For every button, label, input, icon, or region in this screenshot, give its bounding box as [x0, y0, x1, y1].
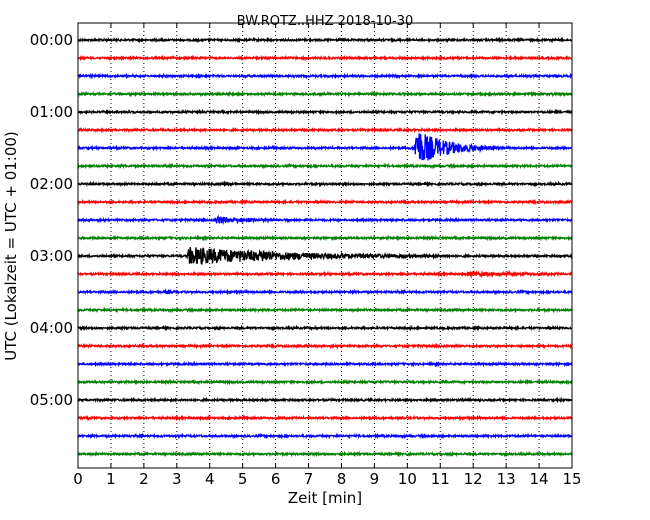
x-tick-label: 13 [497, 470, 516, 488]
seismic-trace [77, 269, 573, 279]
seismic-trace [77, 378, 573, 386]
seismic-trace [77, 234, 573, 242]
seismic-trace [77, 198, 573, 206]
x-tick-label: 0 [73, 470, 83, 488]
x-tick-label: 7 [304, 470, 314, 488]
seismic-trace [77, 342, 573, 350]
x-tick-label: 8 [337, 470, 347, 488]
x-tick-label: 12 [464, 470, 483, 488]
y-tick-label: 04:00 [30, 319, 73, 337]
x-tick-label: 2 [139, 470, 149, 488]
seismic-trace [77, 450, 573, 458]
x-tick-label: 1 [106, 470, 116, 488]
y-tick-label: 02:00 [30, 175, 73, 193]
x-tick-label: 10 [398, 470, 417, 488]
x-tick-label: 11 [431, 470, 450, 488]
seismic-trace [77, 90, 573, 98]
seismic-trace [77, 214, 573, 226]
trace-group [77, 36, 573, 458]
x-tick-label: 15 [562, 470, 581, 488]
x-tick-label: 5 [238, 470, 248, 488]
seismic-trace [77, 36, 573, 44]
seismic-trace [77, 414, 573, 422]
seismic-trace [77, 54, 573, 62]
seismic-trace [77, 324, 573, 332]
seismic-trace [77, 108, 573, 116]
y-tick-label: 03:00 [30, 247, 73, 265]
x-tick-label: 6 [271, 470, 281, 488]
seismic-trace [77, 126, 573, 134]
seismic-trace [77, 133, 573, 161]
chart-title: BW.ROTZ..HHZ 2018-10-30 [237, 14, 413, 29]
seismic-trace [77, 360, 573, 368]
seismic-trace [77, 180, 573, 188]
seismic-trace [77, 432, 573, 440]
y-tick-label: 00:00 [30, 31, 73, 49]
seismic-trace [77, 162, 573, 170]
seismic-trace [77, 246, 573, 265]
x-tick-label: 3 [172, 470, 182, 488]
x-tick-label: 9 [370, 470, 380, 488]
y-axis-label: UTC (Lokalzeit = UTC + 01:00) [2, 131, 20, 361]
x-tick-label: 14 [530, 470, 549, 488]
seismic-trace [77, 306, 573, 314]
axis-ticks: 0 1 2 3 4 5 6 7 8 9 10 11 12 13 14 1500:0001:0002:0003:… [30, 23, 582, 488]
y-tick-label: 01:00 [30, 103, 73, 121]
seismic-trace [77, 396, 573, 404]
x-tick-label: 4 [205, 470, 215, 488]
x-axis-label: Zeit [min] [288, 489, 362, 507]
plot-frame [77, 22, 573, 469]
seismic-trace [77, 288, 573, 296]
y-tick-label: 05:00 [30, 391, 73, 409]
seismic-trace [77, 72, 573, 80]
